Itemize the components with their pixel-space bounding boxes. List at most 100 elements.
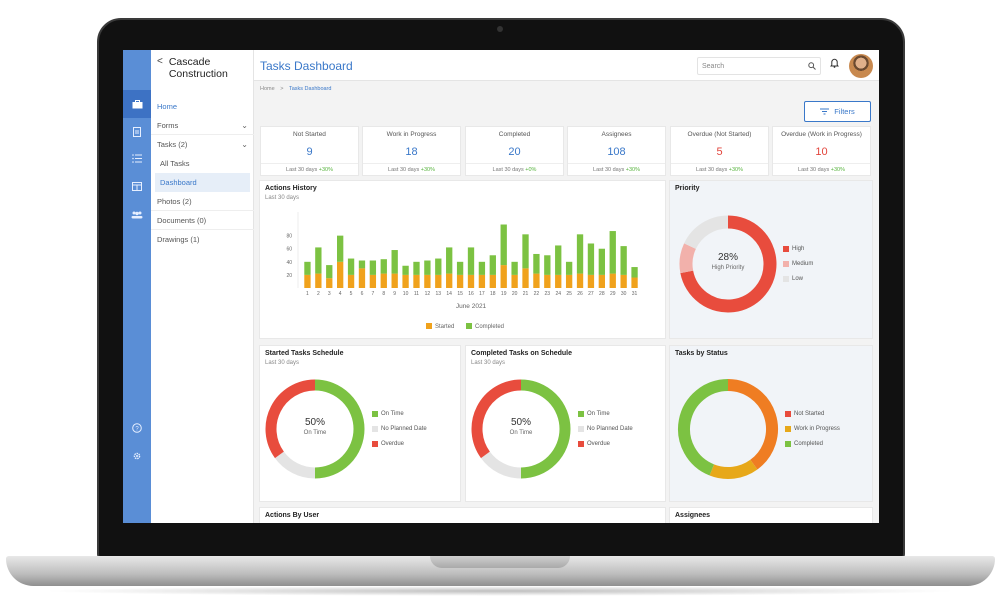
donut-slice-overdue xyxy=(471,379,522,459)
nav-item-documents[interactable]: Documents (0) xyxy=(151,211,254,230)
bar-started xyxy=(500,265,507,288)
legend-swatch xyxy=(783,275,789,282)
search-placeholder: Search xyxy=(702,62,725,70)
stat-card[interactable]: Assignees 108 Last 30 days +30% xyxy=(567,126,666,176)
nav-item-drawings[interactable]: Drawings (1) xyxy=(151,230,254,249)
x-tick-label: 7 xyxy=(371,291,374,297)
page-title: Tasks Dashboard xyxy=(260,59,353,73)
priority-donut xyxy=(679,215,777,313)
legend-label: Not Started xyxy=(794,410,825,417)
search-icon[interactable] xyxy=(808,62,816,70)
legend-swatch xyxy=(372,425,378,432)
checklist-icon[interactable] xyxy=(123,148,151,168)
bar-started xyxy=(304,274,311,288)
started-schedule-caption: On Time xyxy=(303,430,327,436)
camera xyxy=(497,26,503,32)
x-tick-label: 22 xyxy=(534,291,540,297)
x-tick-label: 24 xyxy=(555,291,561,297)
x-tick-label: 30 xyxy=(621,291,627,297)
legend-label-started: Started xyxy=(435,324,454,330)
legend-swatch xyxy=(578,410,584,417)
nav-item-forms[interactable]: Forms ⌄ xyxy=(151,116,254,135)
donut-slice-medium xyxy=(679,243,697,274)
legend-label: No Planned Date xyxy=(587,425,633,432)
x-tick-label: 4 xyxy=(339,291,342,297)
stat-card[interactable]: Not Started 9 Last 30 days +30% xyxy=(260,126,359,176)
gear-icon[interactable] xyxy=(123,446,151,466)
x-tick-label: 2 xyxy=(317,291,320,297)
chevron-down-icon[interactable]: ⌄ xyxy=(241,120,248,130)
bell-icon[interactable] xyxy=(829,58,840,71)
people-icon[interactable] xyxy=(123,205,151,225)
bar-completed xyxy=(565,261,573,275)
x-tick-label: 26 xyxy=(577,291,583,297)
x-tick-label: 17 xyxy=(479,291,485,297)
stat-footer: Last 30 days +30% xyxy=(773,163,870,175)
bar-started xyxy=(380,273,387,288)
x-tick-label: 16 xyxy=(468,291,474,297)
legend-swatch-completed xyxy=(466,323,472,329)
bar-completed xyxy=(336,235,344,262)
panel-title: Completed Tasks on Schedule xyxy=(471,350,573,357)
bar-started xyxy=(424,274,431,288)
stat-delta: +30% xyxy=(830,167,845,173)
brand-line-2: Construction xyxy=(168,68,228,80)
nav-item-tasks[interactable]: Tasks (2) ⌄ xyxy=(151,135,254,154)
bar-completed xyxy=(511,261,518,275)
breadcrumb-home[interactable]: Home xyxy=(260,86,275,92)
chevron-down-icon[interactable]: ⌄ xyxy=(241,140,248,149)
breadcrumb: Home > Tasks Dashboard xyxy=(260,86,331,92)
bar-completed xyxy=(391,250,398,274)
document-icon[interactable] xyxy=(123,122,151,142)
search-input[interactable]: Search xyxy=(697,57,821,75)
bar-completed xyxy=(456,261,464,275)
bar-completed xyxy=(598,248,606,275)
nav-item-all-tasks[interactable]: All Tasks xyxy=(151,154,254,173)
nav-item-photos[interactable]: Photos (2) xyxy=(151,192,254,211)
bar-started xyxy=(456,274,464,288)
stat-value: 20 xyxy=(508,146,521,158)
help-icon[interactable]: ? xyxy=(123,418,151,438)
x-tick-label: 10 xyxy=(403,291,409,297)
donut-slice-completed xyxy=(678,379,729,476)
stat-card[interactable]: Completed 20 Last 30 days +0% xyxy=(465,126,564,176)
x-tick-label: 6 xyxy=(361,291,364,297)
stat-delta: +0% xyxy=(525,167,537,173)
legend-label: On Time xyxy=(381,410,404,417)
back-icon[interactable]: < xyxy=(157,56,163,67)
avatar[interactable] xyxy=(849,54,873,78)
stat-value: 9 xyxy=(306,146,313,158)
calendar-icon[interactable] xyxy=(123,176,151,196)
filters-label: Filters xyxy=(834,107,855,116)
stat-value: 108 xyxy=(607,146,626,158)
brand[interactable]: < Cascade Construction xyxy=(157,56,228,80)
stat-card[interactable]: Work in Progress 18 Last 30 days +30% xyxy=(362,126,461,176)
bar-completed xyxy=(347,258,355,275)
assignees-panel: Assignees xyxy=(669,507,873,523)
legend-item: Overdue xyxy=(578,436,633,451)
stat-period: Last 30 days xyxy=(593,167,625,173)
stat-period: Last 30 days xyxy=(696,167,728,173)
nav-item-home[interactable]: Home xyxy=(151,97,254,116)
stat-label: Work in Progress xyxy=(386,131,437,138)
nav-item-dashboard[interactable]: Dashboard xyxy=(155,173,250,192)
bar-completed xyxy=(435,258,442,275)
priority-center: 28% High Priority xyxy=(698,252,758,271)
bar-started xyxy=(522,268,529,288)
stat-footer: Last 30 days +30% xyxy=(568,163,665,175)
brand-line-1: Cascade xyxy=(168,56,211,68)
filters-button[interactable]: Filters xyxy=(804,101,871,122)
x-axis-label: June 2021 xyxy=(456,303,487,310)
completed-schedule-donut xyxy=(471,379,571,479)
bar-completed xyxy=(413,261,420,275)
legend-swatch xyxy=(785,425,791,432)
tasks-by-status-legend: Not Started Work in Progress Completed xyxy=(785,406,840,451)
stat-card[interactable]: Overdue (Work in Progress) 10 Last 30 days… xyxy=(772,126,871,176)
bar-completed xyxy=(304,261,311,275)
bar-started xyxy=(391,273,398,288)
briefcase-icon[interactable] xyxy=(123,90,151,118)
stat-label: Assignees xyxy=(601,131,632,138)
bar-completed xyxy=(587,243,595,275)
stat-footer: Last 30 days +0% xyxy=(466,163,563,175)
stat-card[interactable]: Overdue (Not Started) 5 Last 30 days +30% xyxy=(670,126,769,176)
